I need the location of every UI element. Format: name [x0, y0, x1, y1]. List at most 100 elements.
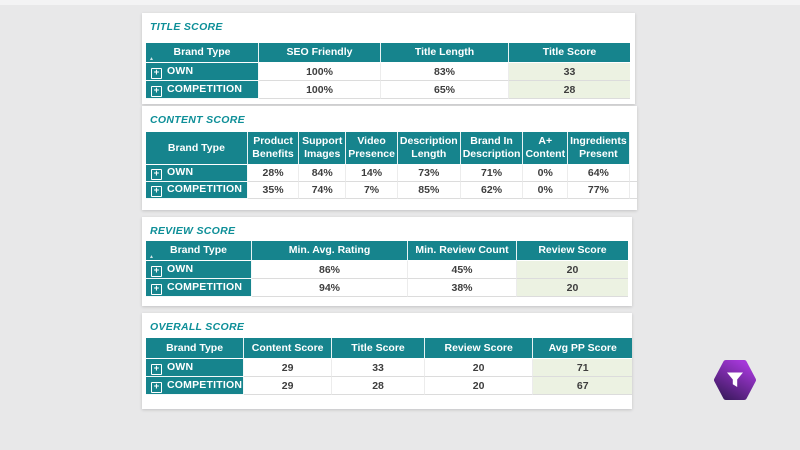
cell-product-benefits: 35%: [247, 182, 300, 199]
table-row-competition: + COMPETITION 94% 38% 20: [146, 279, 628, 297]
cell-review-score: 20: [424, 359, 534, 377]
table-row-competition: + COMPETITION 35% 74% 7% 85% 62% 0% 77%: [146, 182, 637, 199]
column-header-min-review-count[interactable]: Min. Review Count: [408, 241, 517, 261]
brand-cell-competition[interactable]: + COMPETITION: [146, 377, 245, 395]
column-header-title-score[interactable]: Title Score: [509, 43, 630, 63]
expand-plus-icon[interactable]: +: [151, 363, 162, 375]
content-score-card: CONTENT SCORE Brand Type Product Benefit…: [142, 106, 637, 210]
cell-seo-friendly: 100%: [259, 63, 381, 81]
expand-plus-icon[interactable]: +: [151, 186, 162, 197]
review-score-heading: REVIEW SCORE: [150, 225, 236, 237]
table-row-competition: + COMPETITION 29 28 20 67: [146, 377, 632, 395]
cell-avg-pp-score: 67: [533, 377, 632, 395]
cell-a-plus-content: 0%: [523, 165, 569, 182]
header-row: Brand Type Product Benefits Support Imag…: [146, 132, 637, 165]
table-row-competition: + COMPETITION 100% 65% 28: [146, 81, 630, 99]
table-row-own: + OWN 100% 83% 33: [146, 63, 630, 81]
brand-cell-own[interactable]: + OWN: [146, 359, 245, 377]
expand-plus-icon[interactable]: +: [151, 265, 162, 277]
expand-plus-icon[interactable]: +: [151, 85, 162, 97]
filter-hexagon-button[interactable]: [712, 357, 758, 403]
clipped-column: [629, 132, 637, 165]
column-header-brand-type[interactable]: Brand Type: [146, 132, 248, 165]
cell-min-avg-rating: 86%: [252, 261, 408, 279]
brand-cell-competition[interactable]: + COMPETITION: [146, 279, 252, 297]
cell-support-images: 74%: [299, 182, 347, 199]
column-header-label: Brand Type: [170, 244, 227, 257]
column-header-seo-friendly[interactable]: SEO Friendly: [259, 43, 381, 63]
content-score-table: Brand Type Product Benefits Support Imag…: [146, 132, 637, 199]
cell-review-score: 20: [424, 377, 534, 395]
title-score-heading: TITLE SCORE: [150, 21, 223, 33]
brand-label: OWN: [167, 360, 194, 373]
cell-brand-in-description: 62%: [460, 182, 524, 199]
column-header-review-score[interactable]: Review Score: [424, 338, 534, 359]
brand-cell-own[interactable]: + OWN: [146, 63, 259, 81]
column-header-product-benefits[interactable]: Product Benefits: [247, 132, 300, 165]
column-header-description-length[interactable]: Description Length: [397, 132, 461, 165]
cell-title-score: 33: [332, 359, 425, 377]
cell-title-length: 83%: [381, 63, 509, 81]
column-header-min-avg-rating[interactable]: Min. Avg. Rating: [252, 241, 408, 261]
cell-video-presence: 7%: [346, 182, 398, 199]
column-header-brand-in-description[interactable]: Brand In Description: [460, 132, 524, 165]
table-row-own: + OWN 86% 45% 20: [146, 261, 628, 279]
overall-score-table: Brand Type Content Score Title Score Rev…: [146, 338, 632, 395]
table-row-own: + OWN 29 33 20 71: [146, 359, 632, 377]
column-header-support-images[interactable]: Support Images: [299, 132, 347, 165]
title-score-card: TITLE SCORE Brand Type ▲ SEO Friendly Tit…: [142, 13, 635, 104]
brand-label: COMPETITION: [167, 280, 243, 293]
column-header-avg-pp-score[interactable]: Avg PP Score: [533, 338, 632, 359]
column-header-review-score[interactable]: Review Score: [517, 241, 628, 261]
overall-score-card: OVERALL SCORE Brand Type Content Score T…: [142, 313, 632, 409]
column-header-title-length[interactable]: Title Length: [381, 43, 509, 63]
column-header-ingredients-present[interactable]: Ingredients Present: [568, 132, 630, 165]
brand-cell-competition[interactable]: + COMPETITION: [146, 182, 248, 199]
cell-description-length: 73%: [397, 165, 461, 182]
cell-seo-friendly: 100%: [259, 81, 381, 99]
cell-brand-in-description: 71%: [460, 165, 524, 182]
expand-plus-icon[interactable]: +: [151, 283, 162, 295]
cell-product-benefits: 28%: [247, 165, 300, 182]
column-header-a-plus-content[interactable]: A+ Content: [523, 132, 569, 165]
cell-content-score: 29: [244, 377, 333, 395]
clipped-cell: [629, 182, 637, 199]
header-row: Brand Type ▲ SEO Friendly Title Length Ti…: [146, 43, 630, 63]
brand-cell-competition[interactable]: + COMPETITION: [146, 81, 259, 99]
cell-min-review-count: 45%: [408, 261, 517, 279]
sort-ascending-icon: ▲: [149, 56, 154, 62]
column-header-brand-type[interactable]: Brand Type: [146, 338, 245, 359]
cell-avg-pp-score: 71: [533, 359, 632, 377]
cell-title-score: 28: [509, 81, 630, 99]
cell-a-plus-content: 0%: [523, 182, 569, 199]
cell-ingredients-present: 77%: [568, 182, 630, 199]
cell-content-score: 29: [244, 359, 333, 377]
column-header-brand-type[interactable]: Brand Type ▲: [146, 241, 252, 261]
cell-ingredients-present: 64%: [568, 165, 630, 182]
expand-plus-icon[interactable]: +: [151, 381, 162, 393]
column-header-title-score[interactable]: Title Score: [332, 338, 425, 359]
cell-min-review-count: 38%: [408, 279, 517, 297]
window-top-strip: [0, 0, 800, 5]
header-row: Brand Type Content Score Title Score Rev…: [146, 338, 632, 359]
cell-title-length: 65%: [381, 81, 509, 99]
brand-cell-own[interactable]: + OWN: [146, 261, 252, 279]
expand-plus-icon[interactable]: +: [151, 169, 162, 180]
brand-label: COMPETITION: [167, 378, 243, 391]
expand-plus-icon[interactable]: +: [151, 67, 162, 79]
review-score-table: Brand Type ▲ Min. Avg. Rating Min. Review…: [146, 241, 628, 297]
overall-score-heading: OVERALL SCORE: [150, 321, 245, 333]
column-header-content-score[interactable]: Content Score: [244, 338, 333, 359]
column-header-video-presence[interactable]: Video Presence: [346, 132, 398, 165]
cell-support-images: 84%: [299, 165, 347, 182]
brand-label: OWN: [167, 262, 194, 275]
cell-min-avg-rating: 94%: [252, 279, 408, 297]
brand-label: COMPETITION: [167, 183, 243, 195]
column-header-brand-type[interactable]: Brand Type ▲: [146, 43, 259, 63]
table-row-own: + OWN 28% 84% 14% 73% 71% 0% 64%: [146, 165, 637, 182]
review-score-card: REVIEW SCORE Brand Type ▲ Min. Avg. Ratin…: [142, 217, 632, 306]
brand-cell-own[interactable]: + OWN: [146, 165, 248, 182]
brand-label: OWN: [167, 166, 194, 178]
column-header-label: Brand Type: [173, 46, 231, 59]
